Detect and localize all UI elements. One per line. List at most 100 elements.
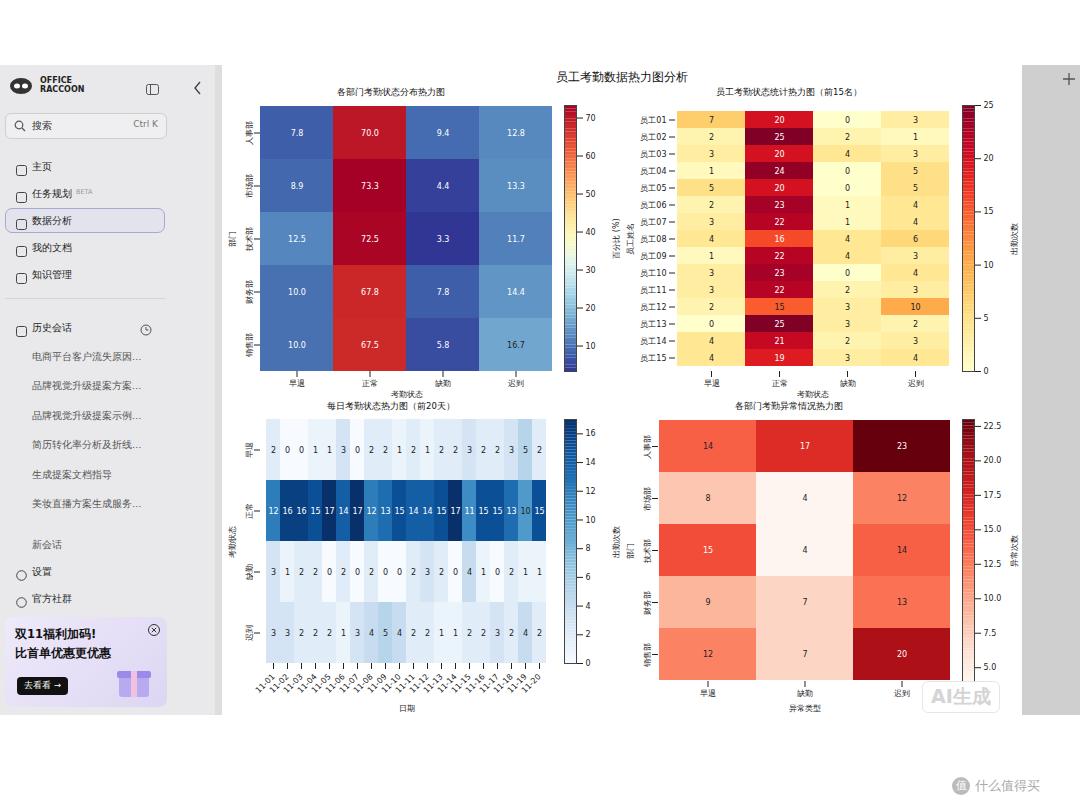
- svg-text:异常类型: 异常类型: [789, 704, 821, 713]
- svg-text:2: 2: [709, 201, 714, 210]
- svg-text:4: 4: [802, 546, 807, 555]
- svg-text:7.8: 7.8: [291, 129, 304, 138]
- svg-text:3.3: 3.3: [437, 235, 450, 244]
- svg-text:2: 2: [845, 133, 850, 142]
- svg-text:19: 19: [774, 354, 784, 363]
- svg-text:13.3: 13.3: [507, 182, 525, 191]
- svg-text:2: 2: [313, 568, 318, 577]
- svg-text:20: 20: [774, 150, 784, 159]
- svg-text:3: 3: [913, 116, 918, 125]
- svg-text:人事部: 人事部: [643, 435, 652, 459]
- svg-text:10: 10: [586, 516, 596, 525]
- svg-text:8: 8: [705, 494, 710, 503]
- svg-text:23: 23: [774, 269, 784, 278]
- svg-text:22: 22: [774, 286, 784, 295]
- svg-text:25: 25: [774, 320, 784, 329]
- svg-text:2: 2: [327, 629, 332, 638]
- svg-text:员工06: 员工06: [640, 201, 666, 210]
- svg-text:人事部: 人事部: [245, 121, 254, 145]
- svg-text:5: 5: [984, 314, 989, 323]
- svg-text:2: 2: [411, 568, 416, 577]
- svg-text:20: 20: [984, 154, 994, 163]
- svg-text:4: 4: [913, 354, 918, 363]
- svg-text:4: 4: [709, 354, 714, 363]
- svg-text:15: 15: [310, 507, 320, 516]
- svg-text:15: 15: [774, 303, 784, 312]
- svg-text:10: 10: [910, 303, 920, 312]
- svg-text:2: 2: [299, 568, 304, 577]
- svg-text:0: 0: [355, 446, 360, 455]
- svg-text:缺勤: 缺勤: [245, 564, 254, 580]
- svg-text:2: 2: [271, 446, 276, 455]
- svg-text:2: 2: [299, 629, 304, 638]
- svg-text:14: 14: [408, 507, 418, 516]
- svg-text:1: 1: [913, 133, 918, 142]
- svg-text:15: 15: [984, 207, 994, 216]
- svg-text:0: 0: [845, 269, 850, 278]
- svg-text:8.9: 8.9: [291, 182, 304, 191]
- svg-text:72.5: 72.5: [361, 235, 379, 244]
- svg-text:3: 3: [285, 629, 290, 638]
- svg-text:2: 2: [913, 320, 918, 329]
- svg-text:异常次数: 异常次数: [1010, 535, 1019, 567]
- svg-text:12.5: 12.5: [288, 235, 306, 244]
- svg-text:20.0: 20.0: [984, 456, 1002, 465]
- svg-text:2: 2: [481, 446, 486, 455]
- svg-text:1: 1: [453, 629, 458, 638]
- svg-text:部门: 部门: [228, 231, 237, 247]
- svg-text:考勤状态: 考勤状态: [391, 390, 423, 399]
- svg-text:13: 13: [506, 507, 516, 516]
- svg-text:4.4: 4.4: [437, 182, 450, 191]
- svg-text:员工05: 员工05: [640, 184, 666, 193]
- svg-text:17: 17: [352, 507, 362, 516]
- svg-text:技术部: 技术部: [643, 539, 652, 564]
- svg-text:员工10: 员工10: [640, 269, 666, 278]
- svg-text:50: 50: [586, 190, 596, 199]
- svg-text:早退: 早退: [700, 689, 716, 698]
- svg-text:12.5: 12.5: [984, 560, 1002, 569]
- svg-text:迟到: 迟到: [894, 689, 910, 698]
- svg-text:1: 1: [313, 446, 318, 455]
- svg-text:员工09: 员工09: [640, 252, 666, 261]
- svg-text:17: 17: [800, 442, 810, 451]
- svg-text:15: 15: [492, 507, 502, 516]
- svg-text:4: 4: [709, 337, 714, 346]
- svg-text:员工04: 员工04: [640, 167, 666, 176]
- svg-text:销售部: 销售部: [643, 643, 652, 668]
- svg-text:2: 2: [453, 446, 458, 455]
- svg-text:7: 7: [709, 116, 714, 125]
- svg-text:4: 4: [845, 150, 850, 159]
- svg-text:10: 10: [520, 507, 530, 516]
- svg-text:5: 5: [523, 446, 528, 455]
- svg-text:0: 0: [845, 116, 850, 125]
- svg-text:迟到: 迟到: [245, 625, 254, 641]
- svg-text:技术部: 技术部: [245, 227, 254, 252]
- svg-text:0: 0: [397, 568, 402, 577]
- svg-text:1: 1: [341, 629, 346, 638]
- svg-text:0: 0: [383, 568, 388, 577]
- svg-text:2: 2: [509, 629, 514, 638]
- svg-text:考勤状态: 考勤状态: [228, 526, 237, 558]
- svg-text:0: 0: [586, 659, 591, 668]
- svg-text:16: 16: [774, 235, 784, 244]
- svg-text:员工12: 员工12: [640, 303, 666, 312]
- svg-text:14.4: 14.4: [507, 288, 525, 297]
- svg-text:70.0: 70.0: [361, 129, 379, 138]
- svg-text:财务部: 财务部: [643, 591, 652, 615]
- svg-text:0: 0: [984, 367, 989, 376]
- svg-text:22.5: 22.5: [984, 422, 1002, 431]
- svg-text:缺勤: 缺勤: [797, 689, 813, 698]
- svg-text:3: 3: [913, 337, 918, 346]
- svg-text:迟到: 迟到: [508, 379, 524, 388]
- svg-text:24: 24: [774, 167, 784, 176]
- svg-text:25: 25: [774, 133, 784, 142]
- svg-text:5: 5: [913, 184, 918, 193]
- svg-text:16: 16: [282, 507, 292, 516]
- svg-text:考勤状态: 考勤状态: [797, 390, 829, 399]
- svg-text:1: 1: [523, 568, 528, 577]
- svg-text:3: 3: [709, 218, 714, 227]
- svg-text:10.0: 10.0: [984, 594, 1002, 603]
- svg-text:1: 1: [481, 568, 486, 577]
- svg-text:1: 1: [397, 446, 402, 455]
- svg-text:23: 23: [774, 201, 784, 210]
